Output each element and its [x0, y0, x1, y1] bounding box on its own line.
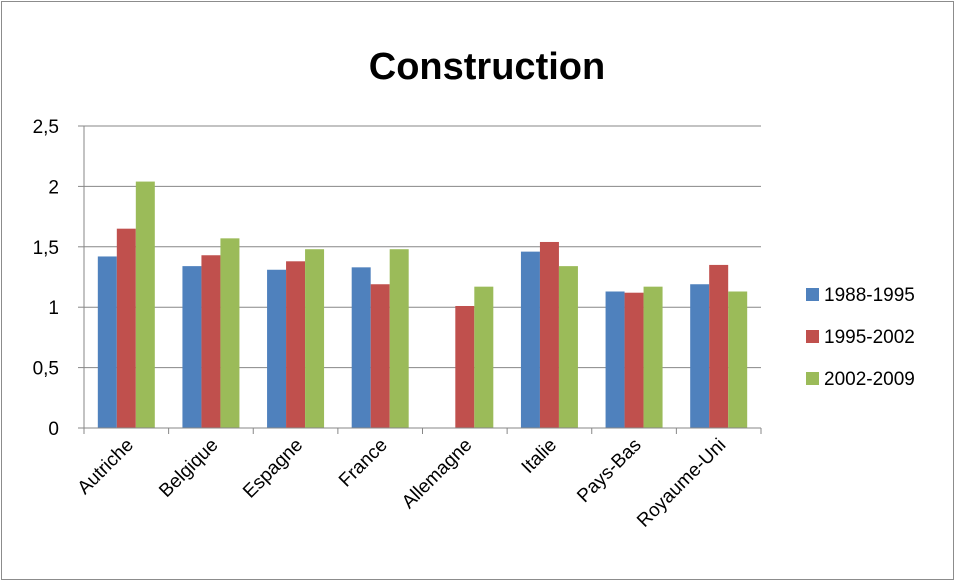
bar	[116, 228, 136, 428]
legend: 1988-1995 1995-2002 2002-2009	[806, 285, 915, 390]
bar	[709, 264, 729, 428]
bar	[605, 291, 625, 428]
bar	[624, 292, 644, 428]
y-tick-labels: 0 0,5 1 1,5 2 2,5	[33, 117, 59, 440]
bar	[474, 286, 494, 428]
bars	[97, 181, 748, 428]
bar	[286, 261, 306, 428]
x-category-label: Espagne	[239, 435, 307, 503]
bar	[690, 284, 710, 428]
bar	[558, 266, 578, 428]
y-tick-label: 1	[48, 298, 59, 319]
bar	[520, 251, 540, 428]
x-category-label: Royaume-Uni	[633, 435, 730, 532]
bar	[728, 291, 748, 428]
y-tick-label: 0	[48, 419, 59, 440]
bar	[135, 181, 155, 428]
bar	[267, 269, 287, 428]
legend-swatch	[806, 288, 819, 301]
y-tick-label: 1,5	[33, 238, 59, 259]
x-category-label: Pays-Bas	[573, 435, 645, 507]
bar	[539, 241, 559, 428]
bar	[182, 266, 202, 428]
y-tick-label: 2	[48, 177, 59, 198]
x-category-label: France	[335, 435, 392, 492]
x-category-label: Italie	[518, 435, 561, 478]
legend-label: 2002-2009	[824, 369, 915, 390]
x-category-label: Belgique	[155, 435, 222, 502]
bar	[305, 249, 325, 428]
x-category-label: Allemagne	[398, 435, 476, 513]
legend-swatch	[806, 330, 819, 343]
bar	[370, 284, 390, 428]
bar	[643, 286, 663, 428]
bar	[351, 267, 371, 428]
x-category-label: Autriche	[74, 435, 138, 499]
bar	[201, 255, 221, 428]
bar	[455, 305, 475, 428]
bar	[389, 249, 409, 428]
bar	[220, 238, 240, 428]
legend-swatch	[806, 372, 819, 385]
x-category-labels: Autriche Belgique Espagne France Allemagne It…	[74, 435, 731, 532]
chart-title: Construction	[369, 46, 605, 88]
y-tick-label: 0,5	[33, 359, 59, 380]
y-tick-label: 2,5	[33, 117, 59, 138]
legend-label: 1988-1995	[824, 285, 915, 306]
bar	[97, 256, 117, 428]
axes	[78, 125, 762, 434]
legend-label: 1995-2002	[824, 327, 915, 348]
